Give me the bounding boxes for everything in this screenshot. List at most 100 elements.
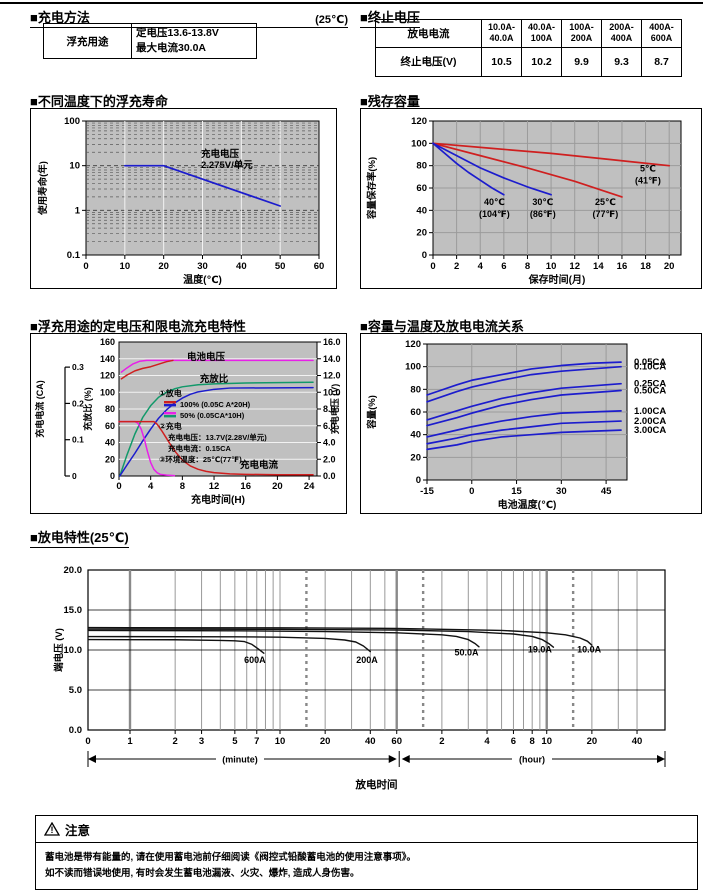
svg-text:7: 7 bbox=[254, 736, 259, 747]
svg-text:20: 20 bbox=[272, 481, 283, 492]
svg-text:5: 5 bbox=[232, 736, 238, 747]
svg-text:0.0: 0.0 bbox=[323, 471, 336, 481]
svg-text:10.0A: 10.0A bbox=[577, 644, 602, 654]
svg-text:45: 45 bbox=[601, 486, 612, 497]
svg-text:120: 120 bbox=[405, 339, 421, 350]
svg-text:4: 4 bbox=[148, 481, 154, 492]
svg-text:20: 20 bbox=[105, 454, 115, 464]
current-range-3: 200A- 400A bbox=[601, 19, 642, 48]
current-range-4: 400A- 600A bbox=[641, 19, 682, 48]
svg-text:1: 1 bbox=[127, 736, 133, 747]
svg-text:12.0: 12.0 bbox=[323, 371, 341, 381]
current-range-1: 40.0A- 100A bbox=[521, 19, 562, 48]
svg-text:(minute): (minute) bbox=[222, 755, 258, 765]
svg-text:60: 60 bbox=[416, 183, 427, 194]
svg-text:100% (0.05C A*20H): 100% (0.05C A*20H) bbox=[180, 400, 251, 409]
svg-text:②充电: ②充电 bbox=[159, 421, 182, 431]
svg-text:40: 40 bbox=[416, 205, 427, 216]
svg-text:10: 10 bbox=[541, 736, 552, 747]
charging-usage-label: 浮充用途 bbox=[43, 22, 132, 60]
cutoff-voltage-table: 放电电流 10.0A- 40.0A 40.0A- 100A 100A- 200A… bbox=[375, 19, 682, 77]
svg-text:容量保存率(%): 容量保存率(%) bbox=[366, 157, 378, 220]
svg-text:10.0: 10.0 bbox=[64, 645, 83, 656]
svg-text:2: 2 bbox=[439, 736, 444, 747]
svg-text:1: 1 bbox=[75, 205, 81, 216]
svg-text:10: 10 bbox=[69, 161, 80, 172]
svg-text:0.50CA: 0.50CA bbox=[634, 385, 666, 396]
svg-text:2: 2 bbox=[173, 736, 178, 747]
cutoff-value-2: 9.9 bbox=[561, 46, 602, 77]
heading-charging-temp: (25℃) bbox=[315, 14, 348, 26]
svg-text:3.00CA: 3.00CA bbox=[634, 425, 666, 436]
svg-text:18: 18 bbox=[640, 261, 651, 272]
svg-text:0: 0 bbox=[110, 471, 115, 481]
svg-text:20: 20 bbox=[416, 228, 427, 239]
svg-text:10: 10 bbox=[120, 261, 131, 272]
svg-text:4: 4 bbox=[478, 261, 484, 272]
svg-text:2.0: 2.0 bbox=[323, 454, 336, 464]
float-life-chart: 0 10 20 30 40 50 60 0.1 1 10 100 充电电压 2.275V/单元温度(℃)… bbox=[37, 116, 325, 286]
svg-text:40: 40 bbox=[105, 438, 115, 448]
svg-text:0.2: 0.2 bbox=[72, 398, 84, 408]
svg-text:4: 4 bbox=[484, 736, 490, 747]
cutoff-value-3: 9.3 bbox=[601, 46, 642, 77]
charging-current-line: 最大电流30.0A bbox=[136, 42, 207, 55]
svg-text:60: 60 bbox=[314, 261, 325, 272]
svg-text:12: 12 bbox=[209, 481, 220, 492]
svg-text:20: 20 bbox=[664, 261, 675, 272]
svg-text:充电时间(H): 充电时间(H) bbox=[191, 493, 245, 506]
svg-text:40: 40 bbox=[365, 736, 376, 747]
svg-text:2.00CA: 2.00CA bbox=[634, 416, 666, 427]
capacity-temperature-chart-box: -15 0 15 30 45 0 20 40 60 80 100 120 0.05CA 0.10CA 0.2… bbox=[360, 333, 702, 514]
svg-text:2: 2 bbox=[454, 261, 459, 272]
svg-text:电池温度(℃): 电池温度(℃) bbox=[498, 498, 557, 511]
svg-text:50: 50 bbox=[275, 261, 286, 272]
page-top-rule bbox=[0, 2, 703, 4]
svg-text:6: 6 bbox=[511, 736, 516, 747]
caution-header: ! 注意 bbox=[36, 816, 697, 843]
svg-text:保存时间(月): 保存时间(月) bbox=[528, 273, 586, 286]
svg-text:100: 100 bbox=[405, 362, 421, 373]
svg-text:20: 20 bbox=[320, 736, 331, 747]
svg-text:14.0: 14.0 bbox=[323, 354, 341, 364]
table-header-row: 放电电流 10.0A- 40.0A 40.0A- 100A 100A- 200A… bbox=[375, 19, 682, 48]
section-heading-discharge: ■放电特性(25℃) bbox=[30, 527, 129, 548]
svg-text:14: 14 bbox=[593, 261, 604, 272]
svg-text:①放电: ①放电 bbox=[159, 388, 182, 398]
svg-text:0.3: 0.3 bbox=[72, 362, 84, 372]
svg-text:15: 15 bbox=[511, 486, 522, 497]
svg-text:8.0: 8.0 bbox=[323, 404, 336, 414]
svg-text:5.0: 5.0 bbox=[69, 685, 82, 696]
caution-body: 蓄电池是带有能量的, 请在使用蓄电池前仔细阅读《阀控式铅酸蓄电池的使用注意事项》… bbox=[36, 843, 697, 889]
svg-text:40℃(104℉): 40℃ (104℉) bbox=[479, 197, 510, 219]
warning-triangle-icon: ! bbox=[44, 822, 60, 836]
svg-text:15.0: 15.0 bbox=[64, 605, 83, 616]
svg-text:40: 40 bbox=[236, 261, 247, 272]
caution-line-1: 蓄电池是带有能量的, 请在使用蓄电池前仔细阅读《阀控式铅酸蓄电池的使用注意事项》… bbox=[45, 852, 417, 863]
svg-text:温度(℃): 温度(℃) bbox=[183, 273, 222, 286]
svg-text:20.0: 20.0 bbox=[64, 565, 83, 576]
svg-text:充放比 (%): 充放比 (%) bbox=[82, 387, 93, 431]
residual-capacity-chart: 0 2 4 6 8 10 12 14 16 18 20 0 20 40 60 80 100 120 40℃ (104℉… bbox=[366, 116, 682, 286]
svg-text:8: 8 bbox=[180, 481, 185, 492]
cutoff-value-1: 10.2 bbox=[521, 46, 562, 77]
capacity-temperature-chart: -15 0 15 30 450204060801001200.05CA0.10CA0.2… bbox=[366, 339, 666, 511]
svg-text:60: 60 bbox=[410, 407, 421, 418]
svg-text:24: 24 bbox=[304, 481, 315, 492]
cutoff-voltage-label: 终止电压(V) bbox=[375, 46, 482, 77]
svg-text:200A: 200A bbox=[356, 655, 378, 665]
svg-text:0: 0 bbox=[416, 475, 421, 486]
svg-text:10: 10 bbox=[546, 261, 557, 272]
svg-text:80: 80 bbox=[105, 404, 115, 414]
svg-text:19.0A: 19.0A bbox=[528, 644, 553, 654]
svg-text:12: 12 bbox=[569, 261, 580, 272]
svg-text:10: 10 bbox=[275, 736, 286, 747]
svg-text:0: 0 bbox=[430, 261, 435, 272]
svg-text:容量(%): 容量(%) bbox=[366, 395, 378, 430]
svg-text:0.25CA: 0.25CA bbox=[634, 379, 666, 390]
svg-text:100: 100 bbox=[100, 387, 115, 397]
svg-text:充电电压 (V): 充电电压 (V) bbox=[329, 384, 340, 435]
svg-text:6.0: 6.0 bbox=[323, 421, 336, 431]
svg-text:160: 160 bbox=[100, 337, 115, 347]
